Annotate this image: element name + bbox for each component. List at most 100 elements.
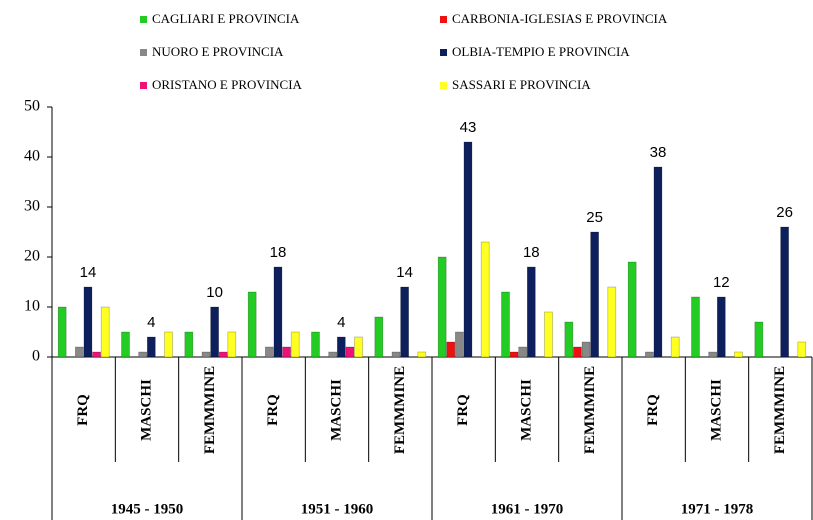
data-label: 12: [713, 274, 730, 291]
x-tick-label: FEMMMINE: [582, 366, 598, 454]
x-tick-label: MASCHI: [328, 379, 344, 441]
bar: [518, 346, 528, 358]
bar: [645, 351, 654, 358]
bar: [57, 306, 67, 358]
y-tick-label: 0: [32, 348, 40, 365]
bar: [354, 336, 363, 358]
bar: [265, 346, 274, 358]
bar: [83, 286, 93, 358]
bar: [509, 351, 519, 358]
bar: [708, 351, 718, 358]
data-label: 10: [206, 284, 223, 301]
bar: [581, 341, 591, 358]
bar: [184, 331, 194, 358]
bar: [417, 351, 427, 358]
bar: [290, 331, 300, 358]
data-label: 18: [270, 244, 287, 261]
x-tick-label: FRQ: [265, 394, 281, 426]
bar: [463, 141, 473, 358]
bar: [147, 336, 156, 358]
bar: [218, 351, 228, 358]
bar: [754, 321, 764, 358]
data-label: 25: [586, 209, 603, 226]
x-tick-label: FEMMMINE: [202, 366, 218, 454]
legend-label: NUORO E PROVINCIA: [152, 44, 284, 59]
bar: [501, 291, 510, 358]
data-label: 14: [396, 264, 413, 281]
bar: [138, 351, 147, 358]
group-label: 1971 - 1978: [681, 501, 754, 517]
bar: [247, 291, 257, 358]
bar: [780, 226, 789, 358]
bar: [374, 316, 384, 358]
legend-label: ORISTANO E PROVINCIA: [152, 77, 303, 92]
data-label: 26: [776, 204, 793, 221]
bar: [328, 351, 338, 358]
x-tick-label: MASCHI: [518, 379, 534, 441]
y-tick-label: 40: [24, 148, 40, 165]
data-label: 18: [523, 244, 540, 261]
bar: [716, 296, 726, 358]
bar: [480, 241, 490, 358]
data-label: 38: [650, 144, 667, 161]
bar: [391, 351, 401, 358]
x-tick-label: MASCHI: [708, 379, 724, 441]
bar: [573, 346, 582, 358]
bar: [544, 311, 553, 358]
bar: [75, 346, 84, 358]
legend-swatch: [140, 82, 147, 89]
bar: [455, 331, 464, 358]
x-tick-label: FRQ: [75, 394, 91, 426]
x-tick-label: FRQ: [455, 394, 471, 426]
data-label: 4: [337, 314, 345, 331]
legend-swatch: [440, 82, 447, 89]
bar: [201, 351, 211, 358]
legend-swatch: [140, 16, 147, 23]
group-label: 1961 - 1970: [491, 501, 564, 517]
bar: [273, 266, 283, 358]
group-label: 1945 - 1950: [111, 501, 184, 517]
bar: [336, 336, 346, 358]
x-tick-label: FRQ: [645, 394, 661, 426]
bar: [627, 261, 637, 358]
bar: [227, 331, 237, 358]
bar: [590, 231, 599, 358]
y-tick-label: 30: [24, 198, 40, 215]
bar: [653, 166, 663, 358]
bar: [446, 341, 456, 358]
bar: [691, 296, 700, 358]
bar: [345, 346, 355, 358]
x-tick-label: FEMMMINE: [772, 366, 788, 454]
x-tick-label: FEMMMINE: [392, 366, 408, 454]
bar: [100, 306, 110, 358]
y-tick-label: 10: [24, 298, 40, 315]
legend-label: CAGLIARI E PROVINCIA: [152, 11, 300, 26]
bar: [734, 351, 743, 358]
x-tick-label: MASCHI: [138, 379, 154, 441]
bar: [526, 266, 536, 358]
y-tick-label: 50: [24, 98, 40, 115]
y-tick-label: 20: [24, 248, 40, 265]
data-label: 43: [460, 119, 477, 136]
legend-swatch: [440, 16, 447, 23]
data-label: 4: [147, 314, 155, 331]
legend-label: OLBIA-TEMPIO E PROVINCIA: [452, 44, 630, 59]
legend-label: CARBONIA-IGLESIAS E PROVINCIA: [452, 11, 668, 26]
bar: [210, 306, 219, 358]
bar: [164, 331, 173, 358]
bar: [797, 341, 807, 358]
legend-swatch: [440, 49, 447, 56]
bar: [92, 351, 101, 358]
bar: [437, 256, 447, 358]
group-label: 1951 - 1960: [301, 501, 374, 517]
bar: [607, 286, 617, 358]
bar: [564, 321, 574, 358]
legend-label: SASSARI E PROVINCIA: [452, 77, 591, 92]
bar: [282, 346, 291, 358]
bar: [400, 286, 409, 358]
legend-swatch: [140, 49, 147, 56]
bar: [670, 336, 680, 358]
data-label: 14: [80, 264, 97, 281]
bar: [121, 331, 130, 358]
